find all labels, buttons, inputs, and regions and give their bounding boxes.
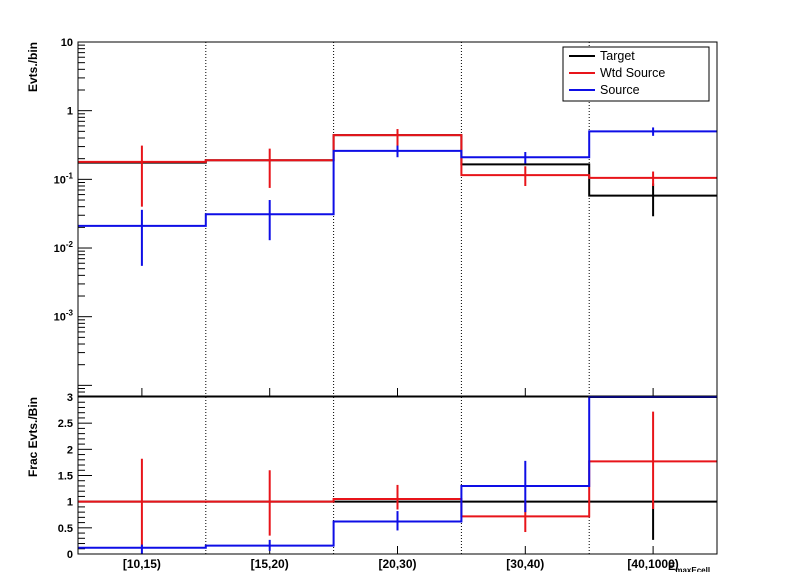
ratio-y-tick-label: 1 <box>67 497 73 509</box>
top-plot-frame <box>77 41 718 397</box>
top-y-tick-label: 10-1 <box>54 171 74 186</box>
top-y-tick-label: 10-3 <box>54 309 74 324</box>
x-category-label: [10,15) <box>123 557 161 571</box>
top-panel: 10 1 10-1 10-2 10-3 Target Wtd Source Source <box>54 37 718 397</box>
ratio-y-tick-label: 0.5 <box>58 523 73 535</box>
x-category-label: [20,30) <box>378 557 416 571</box>
top-series-source <box>78 127 717 266</box>
ratio-panel: 0 0.5 1 1.5 2 2.5 3 [10,15) [15,20) [20,30) [30,40… <box>58 392 718 571</box>
top-y-tick-label: 1 <box>67 106 73 118</box>
ratio-y-tick-label: 3 <box>67 392 73 404</box>
legend: Target Wtd Source Source <box>562 46 710 102</box>
top-y-axis-title: Evts./bin <box>26 42 40 92</box>
legend-label: Wtd Source <box>600 66 665 80</box>
top-y-tick-label: 10 <box>61 37 73 49</box>
x-category-label: [15,20) <box>251 557 289 571</box>
ratio-y-tick-label: 2 <box>67 444 73 456</box>
x-axis-title: EmaxEcell <box>668 561 710 572</box>
ratio-y-tick-label: 1.5 <box>58 471 73 483</box>
legend-label: Target <box>600 49 635 63</box>
ratio-plot-frame <box>77 396 718 555</box>
ratio-y-axis-title: Frac Evts./Bin <box>26 397 40 477</box>
ratio-y-tick-label: 2.5 <box>58 418 73 430</box>
x-category-label: [40,1000) <box>627 557 678 571</box>
x-category-label: [30,40) <box>506 557 544 571</box>
ratio-y-tick-label: 0 <box>67 549 73 561</box>
top-series-wtd-source <box>78 129 717 207</box>
top-y-tick-label: 10-2 <box>54 240 74 255</box>
legend-label: Source <box>600 83 640 97</box>
ratio-series-source <box>78 396 717 554</box>
